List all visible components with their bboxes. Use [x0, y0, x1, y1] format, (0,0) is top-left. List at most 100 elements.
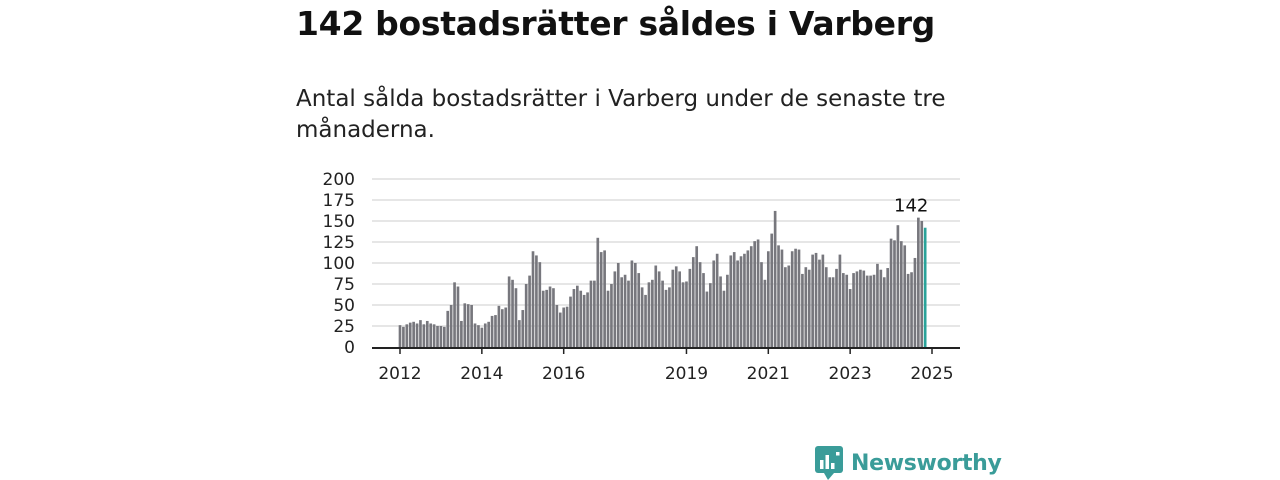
bar — [835, 268, 838, 347]
bar — [419, 320, 422, 347]
bar — [528, 275, 531, 347]
bar — [739, 256, 743, 347]
x-tick-label: 2012 — [378, 364, 421, 384]
bar-highlight — [923, 227, 927, 347]
bar — [473, 323, 477, 347]
bar — [743, 253, 746, 347]
bar — [913, 257, 917, 347]
newsworthy-logo-icon — [815, 446, 843, 480]
bar — [545, 289, 548, 347]
x-tick-label: 2021 — [747, 364, 790, 384]
x-tick-label: 2025 — [910, 364, 953, 384]
bar — [695, 246, 699, 347]
y-tick-label: 175 — [323, 191, 355, 211]
bar — [429, 323, 433, 347]
bar — [483, 323, 487, 347]
bar — [497, 305, 501, 347]
bar — [552, 288, 555, 347]
bar — [685, 281, 688, 347]
bar — [436, 326, 439, 347]
bar — [920, 221, 924, 347]
bar — [777, 245, 780, 347]
bar — [449, 305, 453, 347]
bar — [709, 283, 712, 347]
bar — [773, 210, 777, 347]
bar — [671, 269, 675, 347]
bar — [644, 294, 647, 347]
bar — [521, 310, 525, 347]
bar — [623, 274, 627, 347]
bar — [470, 305, 473, 347]
bar — [814, 252, 818, 347]
x-axis-ticks: 2012 2014 2016 2019 2021 2023 2025 — [378, 348, 954, 384]
bar — [480, 327, 484, 347]
bar — [504, 307, 508, 347]
y-tick-label: 0 — [344, 338, 355, 358]
bar — [784, 267, 787, 347]
bar — [705, 291, 709, 347]
bar — [453, 282, 456, 347]
bar — [688, 268, 692, 347]
y-tick-label: 50 — [333, 296, 355, 316]
bar — [674, 266, 678, 347]
bar — [756, 239, 760, 347]
bar — [558, 312, 562, 347]
bar — [596, 237, 600, 347]
bar — [651, 279, 654, 347]
bar — [917, 217, 920, 347]
bar — [865, 275, 869, 347]
bar — [790, 251, 794, 347]
bar — [477, 325, 480, 347]
bar — [678, 271, 681, 347]
grid-lines — [372, 178, 960, 327]
bar — [664, 289, 668, 347]
bar — [514, 288, 518, 347]
bar — [732, 252, 736, 347]
bar — [541, 290, 545, 347]
bar — [903, 245, 907, 347]
bar — [698, 262, 702, 347]
bar — [654, 265, 658, 347]
bar — [562, 307, 566, 347]
bar — [633, 263, 637, 347]
bar — [746, 250, 750, 347]
bar — [842, 273, 845, 347]
bar — [610, 284, 613, 347]
bar — [487, 321, 490, 347]
bar — [422, 324, 426, 347]
newsworthy-logo: Newsworthy — [815, 446, 1002, 480]
bar — [572, 289, 576, 347]
bar — [719, 276, 722, 347]
bar — [412, 321, 415, 347]
bar — [763, 279, 767, 347]
bar — [889, 238, 893, 347]
bar — [787, 265, 791, 347]
bar — [845, 274, 849, 347]
bar — [603, 250, 606, 347]
bar — [879, 269, 883, 347]
bar — [862, 270, 866, 347]
bar — [807, 269, 811, 347]
bar-series — [398, 210, 927, 347]
bar — [415, 323, 419, 347]
bar — [402, 326, 405, 347]
bar — [896, 225, 900, 347]
bar — [893, 240, 896, 347]
x-tick-label: 2023 — [829, 364, 872, 384]
bar — [490, 315, 494, 347]
bar — [613, 271, 617, 347]
bar — [463, 303, 467, 347]
bar — [518, 320, 521, 347]
bar — [702, 273, 705, 347]
bar — [797, 249, 801, 347]
bar — [831, 277, 835, 347]
bar — [770, 233, 774, 347]
subtitle: Antal sålda bostadsrätter i Varberg unde… — [296, 86, 946, 143]
bar — [640, 287, 644, 347]
bar — [579, 290, 583, 347]
bar — [398, 325, 402, 347]
bar — [906, 273, 910, 347]
bar — [899, 241, 903, 347]
